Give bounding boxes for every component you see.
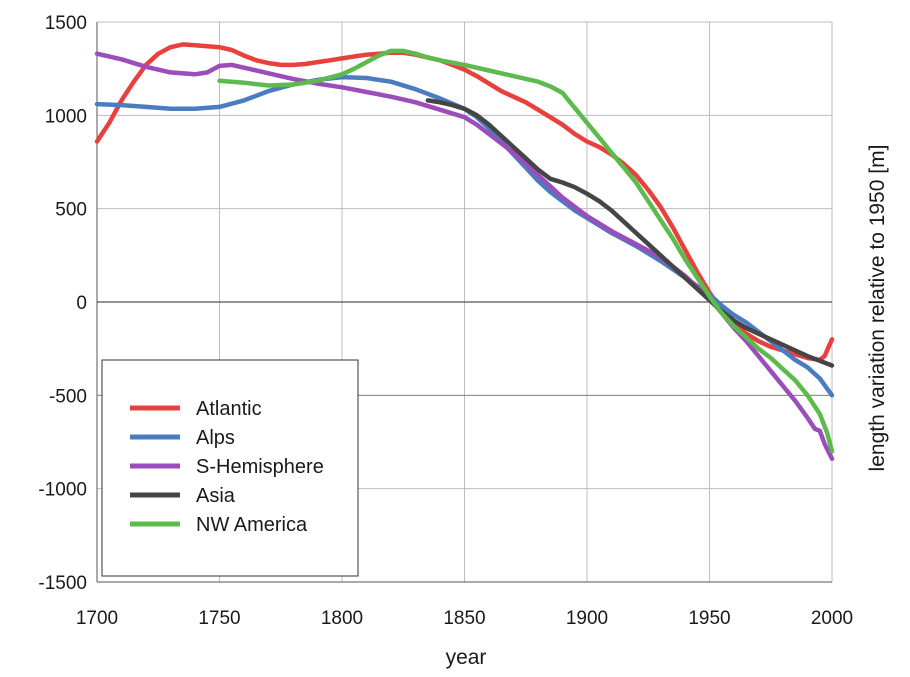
y-tick-labels: 1500 1000 500 0 -500 -1000 -1500 xyxy=(38,13,87,594)
y-tick-label: 500 xyxy=(55,200,87,221)
series-line-alps xyxy=(94,74,835,398)
x-tick-label: 1900 xyxy=(566,608,608,629)
x-tick-labels: 1700 1750 1800 1850 1900 1950 2000 xyxy=(76,608,853,629)
legend-label-atlantic: Atlantic xyxy=(196,398,262,420)
x-tick-label: 1850 xyxy=(443,608,485,629)
series-line-nw-america xyxy=(217,48,835,454)
legend-label-nw-america: NW America xyxy=(196,514,308,536)
x-tick-label: 1950 xyxy=(688,608,730,629)
y-tick-label: -1000 xyxy=(38,480,87,501)
legend-label-s-hemisphere: S-Hemisphere xyxy=(196,456,324,478)
y-tick-label: 1500 xyxy=(45,13,87,34)
x-tick-label: 1750 xyxy=(198,608,240,629)
legend-items: Atlantic Alps S-Hemisphere Asia NW America xyxy=(130,398,324,536)
y-tick-label: -500 xyxy=(49,386,87,407)
y-tick-label: 1000 xyxy=(45,106,87,127)
legend-label-asia: Asia xyxy=(196,485,236,507)
x-axis-title: year xyxy=(446,646,487,669)
x-tick-label: 1800 xyxy=(321,608,363,629)
legend: Atlantic Alps S-Hemisphere Asia NW America xyxy=(101,359,359,577)
y-axis-title: length variation relative to 1950 [m] xyxy=(866,145,889,472)
x-tick-label: 2000 xyxy=(811,608,853,629)
y-tick-label: -1500 xyxy=(38,573,87,594)
series-lines xyxy=(94,42,835,462)
legend-label-alps: Alps xyxy=(196,427,235,449)
x-tick-label: 1700 xyxy=(76,608,118,629)
series-line-asia xyxy=(425,98,835,368)
y-tick-label: 0 xyxy=(76,293,87,314)
series-line-s-hemisphere xyxy=(94,51,835,462)
